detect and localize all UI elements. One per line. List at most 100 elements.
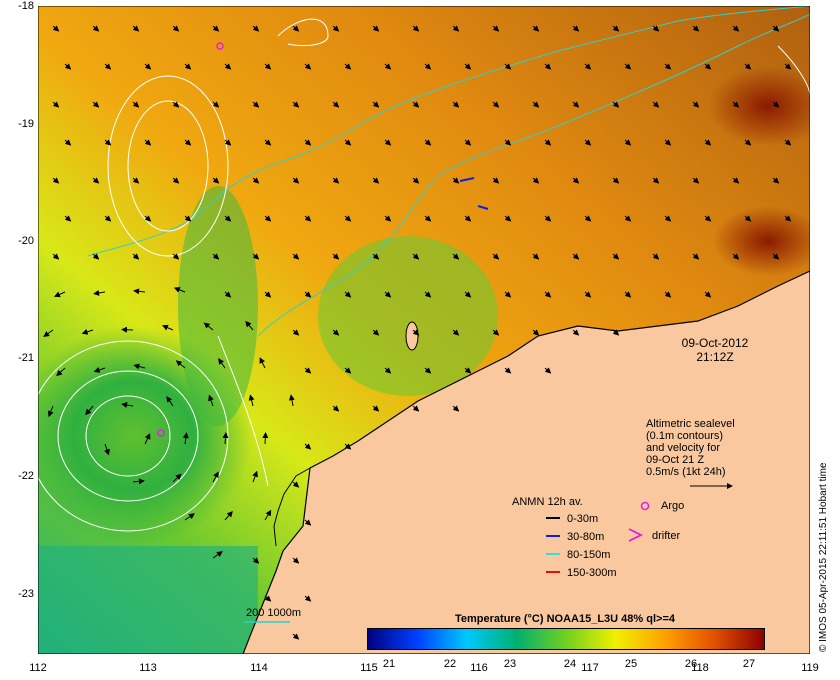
- lon-label-113: 113: [139, 662, 157, 674]
- velocity-arrow: [412, 101, 420, 108]
- velocity-arrow: [744, 139, 752, 146]
- velocity-arrow: [612, 329, 620, 336]
- velocity-arrow: [304, 291, 312, 298]
- velocity-arrow: [43, 329, 54, 337]
- altimetry-line-2: (0.1m contours): [646, 430, 724, 442]
- velocity-arrow: [172, 101, 180, 108]
- velocity-arrow: [384, 139, 392, 146]
- observation-date: 09-Oct-2012: [681, 336, 749, 350]
- velocity-arrow: [104, 215, 112, 222]
- velocity-arrow: [64, 139, 72, 146]
- velocity-arrow: [772, 25, 780, 32]
- velocity-arrow: [372, 101, 380, 108]
- observation-time: 21:12Z: [696, 350, 734, 364]
- velocity-arrow: [452, 101, 460, 108]
- lon-label-118: 118: [691, 662, 709, 674]
- lat-label-19: -19: [18, 118, 34, 130]
- velocity-arrow: [224, 291, 232, 298]
- colorbar-tick-22: 22: [443, 658, 457, 670]
- isobath-200m: [87, 5, 811, 257]
- velocity-arrow: [584, 139, 592, 146]
- map-svg: [13, 5, 828, 655]
- velocity-arrow: [612, 253, 620, 260]
- anmn-legend-title: ANMN 12h av.: [512, 496, 583, 508]
- velocity-arrow: [203, 322, 214, 331]
- velocity-arrow: [572, 253, 580, 260]
- imos-credit: © IMOS 05-Apr-2015 22:11:51 Hobart time: [818, 462, 829, 653]
- velocity-arrow: [612, 25, 620, 32]
- velocity-arrow: [52, 25, 60, 32]
- velocity-arrow: [492, 177, 500, 184]
- velocity-arrow: [424, 367, 432, 374]
- velocity-arrow: [218, 358, 226, 369]
- velocity-arrow: [161, 324, 174, 331]
- velocity-arrow: [175, 360, 186, 369]
- velocity-arrow: [664, 291, 672, 298]
- velocity-arrow: [544, 215, 552, 222]
- velocity-arrow: [182, 432, 189, 445]
- velocity-arrow: [52, 101, 60, 108]
- velocity-arrow: [452, 405, 460, 412]
- velocity-arrow: [384, 215, 392, 222]
- velocity-arrow: [252, 177, 260, 184]
- velocity-arrow: [544, 139, 552, 146]
- altimetry-line-3: and velocity for: [646, 442, 720, 454]
- velocity-arrow: [784, 139, 792, 146]
- anmn-legend-label-150-300m: 150-300m: [567, 567, 617, 579]
- velocity-arrow: [544, 367, 552, 374]
- velocity-arrow: [92, 25, 100, 32]
- velocity-arrow: [772, 253, 780, 260]
- lat-label-22: -22: [18, 470, 34, 482]
- velocity-arrow: [292, 481, 300, 488]
- isobath-legend-label: 200 1000m: [246, 607, 302, 619]
- exmouth-gulf-coast: [273, 467, 311, 547]
- velocity-arrow: [222, 432, 229, 445]
- velocity-arrow: [292, 557, 300, 564]
- velocity-arrow: [264, 63, 272, 70]
- argo-legend-icon: [640, 501, 650, 511]
- velocity-arrow: [344, 367, 352, 374]
- velocity-arrow: [532, 25, 540, 32]
- velocity-arrow: [344, 443, 352, 450]
- velocity-arrow: [212, 253, 220, 260]
- velocity-arrow: [252, 25, 260, 32]
- velocity-arrow: [133, 363, 146, 370]
- anmn-legend-label-30-80m: 30-80m: [567, 531, 605, 543]
- velocity-arrow: [212, 25, 220, 32]
- velocity-arrow: [292, 177, 300, 184]
- velocity-arrow: [624, 139, 632, 146]
- velocity-arrow: [692, 25, 700, 32]
- velocity-arrow: [172, 473, 182, 483]
- velocity-arrow: [772, 177, 780, 184]
- velocity-arrow: [264, 595, 272, 602]
- velocity-arrow: [784, 63, 792, 70]
- velocity-arrow: [612, 101, 620, 108]
- velocity-arrow: [572, 25, 580, 32]
- velocity-arrow: [372, 177, 380, 184]
- lon-label-117: 117: [581, 662, 599, 674]
- velocity-arrow: [492, 253, 500, 260]
- warm-patch-southeast: [713, 206, 823, 276]
- velocity-arrow: [304, 63, 312, 70]
- velocity-arrow: [492, 329, 500, 336]
- velocity-arrow: [332, 405, 340, 412]
- velocity-arrow: [292, 633, 300, 640]
- velocity-arrow: [704, 291, 712, 298]
- velocity-arrow: [344, 215, 352, 222]
- velocity-arrow: [544, 63, 552, 70]
- velocity-arrow: [344, 63, 352, 70]
- velocity-arrow: [504, 367, 512, 374]
- argo-marker: [157, 429, 165, 437]
- velocity-arrow: [259, 357, 266, 369]
- velocity-arrow: [372, 25, 380, 32]
- velocity-arrow: [624, 215, 632, 222]
- velocity-arrow: [584, 63, 592, 70]
- velocity-arrow: [184, 513, 195, 521]
- velocity-arrow: [208, 394, 214, 407]
- velocity-arrow: [584, 291, 592, 298]
- altimetry-line-1: Altimetric sealevel: [646, 418, 735, 430]
- velocity-arrow: [424, 139, 432, 146]
- velocity-arrow: [412, 25, 420, 32]
- velocity-arrow: [144, 215, 152, 222]
- velocity-arrow: [464, 63, 472, 70]
